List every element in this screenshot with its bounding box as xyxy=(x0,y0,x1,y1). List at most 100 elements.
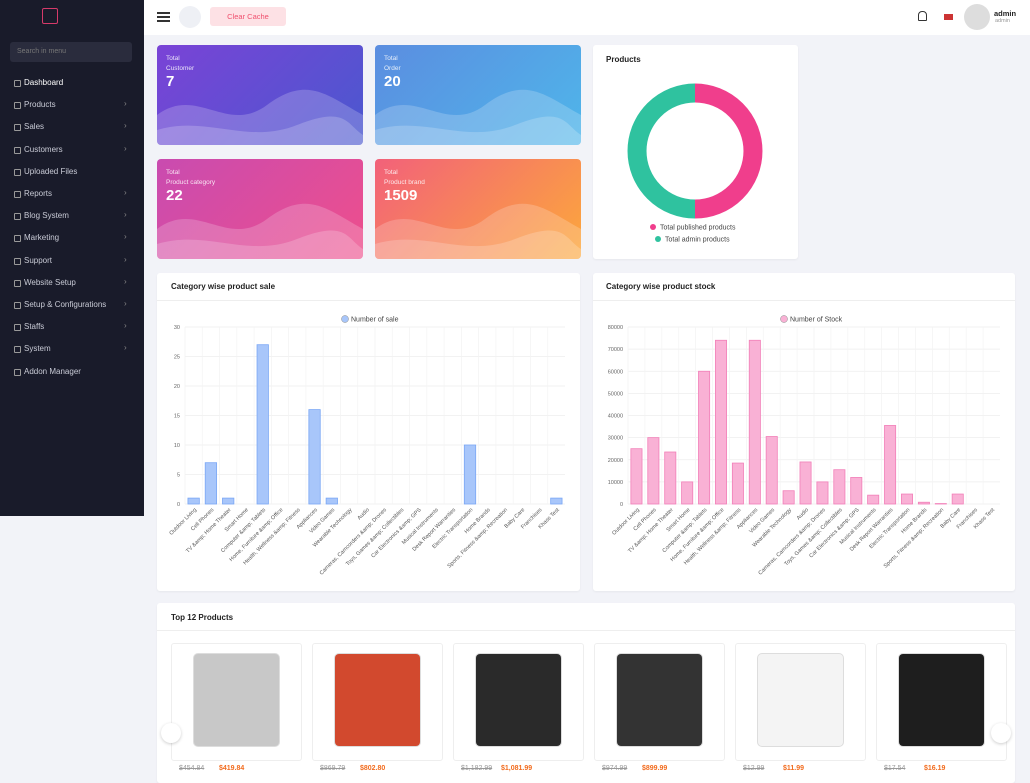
stat-value: 22 xyxy=(166,187,183,204)
globe-button[interactable] xyxy=(179,6,201,28)
stat-subtitle: Order xyxy=(384,65,401,72)
menu-item[interactable]: Uploaded Files xyxy=(24,167,77,176)
next-button[interactable] xyxy=(991,723,1011,743)
menu-item[interactable]: Reports xyxy=(24,189,52,198)
stat-title: Total xyxy=(166,169,180,176)
menu-icon xyxy=(14,147,21,154)
menu-item[interactable]: Sales xyxy=(24,122,44,131)
menu-icon xyxy=(14,124,21,131)
card-title: Category wise product sale xyxy=(171,282,275,291)
logo xyxy=(42,8,58,24)
product-card[interactable] xyxy=(171,643,302,761)
chevron: › xyxy=(124,299,127,308)
products-card xyxy=(593,45,798,259)
notification-icon[interactable] xyxy=(918,11,927,21)
stat-value: 1509 xyxy=(384,187,417,204)
product-card[interactable] xyxy=(594,643,725,761)
menu-icon xyxy=(14,213,21,220)
product-image xyxy=(194,654,279,746)
stat-subtitle: Customer xyxy=(166,65,194,72)
menu-item[interactable]: Dashboard xyxy=(24,78,63,87)
card-title: Top 12 Products xyxy=(171,613,233,622)
old-price: $1,182.99 xyxy=(461,765,492,772)
product-card[interactable] xyxy=(735,643,866,761)
old-price: $12.99 xyxy=(743,765,764,772)
stat-subtitle: Product brand xyxy=(384,179,425,186)
stock-card xyxy=(593,273,1015,591)
old-price: $454.84 xyxy=(179,765,204,772)
menu-icon xyxy=(14,302,21,309)
product-image xyxy=(476,654,561,746)
menu-item[interactable]: Blog System xyxy=(24,211,69,220)
price: $419.84 xyxy=(219,765,244,772)
product-card[interactable] xyxy=(453,643,584,761)
clear-cache-button[interactable]: Clear Cache xyxy=(210,7,286,26)
chevron: › xyxy=(124,121,127,130)
price: $16.19 xyxy=(924,765,945,772)
stat-subtitle: Product category xyxy=(166,179,215,186)
avatar[interactable] xyxy=(964,4,990,30)
old-price: $17.54 xyxy=(884,765,905,772)
chevron: › xyxy=(124,188,127,197)
menu-toggle[interactable] xyxy=(157,12,170,14)
menu-item[interactable]: Products xyxy=(24,100,56,109)
stat-value: 7 xyxy=(166,73,174,90)
sale-card xyxy=(157,273,580,591)
menu-item[interactable]: Setup & Configurations xyxy=(24,300,106,309)
chevron: › xyxy=(124,343,127,352)
menu-icon xyxy=(14,191,21,198)
search-placeholder: Search in menu xyxy=(17,48,66,55)
price: $802.80 xyxy=(360,765,385,772)
menu-item[interactable]: Marketing xyxy=(24,233,59,242)
price: $11.99 xyxy=(783,765,804,772)
menu-icon xyxy=(14,346,21,353)
product-image xyxy=(335,654,420,746)
search-box[interactable]: Search in menu xyxy=(10,42,132,62)
menu-icon xyxy=(14,102,21,109)
chevron: › xyxy=(124,210,127,219)
stat-value: 20 xyxy=(384,73,401,90)
menu-item[interactable]: Customers xyxy=(24,145,63,154)
product-card[interactable] xyxy=(312,643,443,761)
menu-item[interactable]: System xyxy=(24,344,51,353)
menu-item[interactable]: Support xyxy=(24,256,52,265)
old-price: $974.99 xyxy=(602,765,627,772)
menu-item[interactable]: Addon Manager xyxy=(24,367,81,376)
menu-icon xyxy=(14,324,21,331)
user-name: admin xyxy=(994,9,1016,18)
old-price: $869.79 xyxy=(320,765,345,772)
menu-icon xyxy=(14,258,21,265)
user-role: admin xyxy=(995,18,1010,24)
menu-item[interactable]: Website Setup xyxy=(24,278,76,287)
product-image xyxy=(899,654,984,746)
price: $1,081.99 xyxy=(501,765,532,772)
stat-title: Total xyxy=(384,55,398,62)
chevron: › xyxy=(124,232,127,241)
product-image xyxy=(758,654,843,746)
card-title: Category wise product stock xyxy=(606,282,715,291)
chevron: › xyxy=(124,321,127,330)
menu-icon xyxy=(14,235,21,242)
price: $899.99 xyxy=(642,765,667,772)
chevron: › xyxy=(124,99,127,108)
prev-button[interactable] xyxy=(161,723,181,743)
chevron: › xyxy=(124,255,127,264)
product-card[interactable] xyxy=(876,643,1007,761)
chevron: › xyxy=(124,144,127,153)
chevron: › xyxy=(124,277,127,286)
menu-icon xyxy=(14,369,21,376)
menu-icon xyxy=(14,280,21,287)
product-image xyxy=(617,654,702,746)
menu-icon xyxy=(14,169,21,176)
stat-title: Total xyxy=(384,169,398,176)
topbar: Clear Cache admin admin xyxy=(144,0,1030,35)
language-flag[interactable] xyxy=(944,14,953,20)
sidebar: Search in menu Dashboard Products › Sales › C… xyxy=(0,0,144,516)
stat-title: Total xyxy=(166,55,180,62)
menu-item[interactable]: Staffs xyxy=(24,322,44,331)
card-title: Products xyxy=(606,55,641,64)
